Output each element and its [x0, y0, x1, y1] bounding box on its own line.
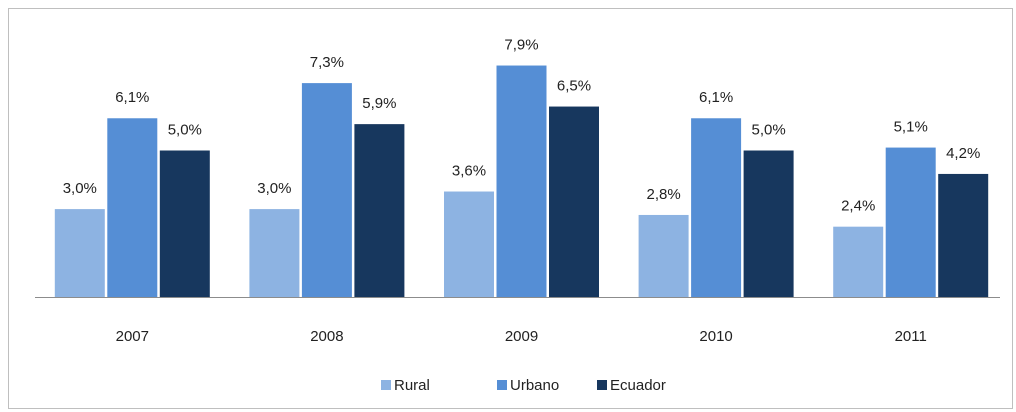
bar — [691, 118, 742, 298]
x-tick-label: 2010 — [699, 328, 732, 345]
bar — [444, 191, 494, 297]
x-tick-label: 2011 — [895, 328, 927, 345]
x-tick-label: 2008 — [310, 328, 343, 345]
bar — [354, 124, 405, 297]
value-label: 7,3% — [310, 54, 344, 71]
bar — [938, 173, 989, 297]
value-label: 5,0% — [168, 121, 202, 138]
value-label: 5,0% — [751, 121, 785, 138]
x-tick-label: 2007 — [116, 328, 149, 345]
value-label: 2,4% — [841, 198, 875, 215]
value-label: 2,8% — [646, 186, 680, 203]
value-label: 4,2% — [946, 145, 980, 162]
value-label: 3,0% — [257, 180, 291, 197]
legend-label: Urbano — [510, 377, 559, 394]
bar — [54, 209, 105, 297]
value-label: 5,9% — [362, 95, 396, 112]
legend-label: Rural — [394, 377, 430, 394]
bar — [833, 226, 884, 297]
value-label: 6,5% — [557, 78, 591, 95]
bar — [249, 209, 300, 297]
bar — [638, 214, 689, 297]
bar — [743, 150, 794, 297]
bar — [885, 147, 936, 297]
value-label: 6,1% — [699, 89, 733, 106]
value-label: 3,0% — [63, 180, 97, 197]
legend-label: Ecuador — [610, 377, 666, 394]
bar — [159, 150, 210, 297]
x-tick-label: 2009 — [505, 328, 538, 345]
value-label: 5,1% — [894, 119, 928, 136]
value-label: 3,6% — [452, 162, 486, 179]
bar — [107, 118, 158, 298]
value-label: 6,1% — [115, 89, 149, 106]
value-label: 7,9% — [504, 36, 538, 53]
bar — [301, 83, 352, 297]
bar — [549, 106, 599, 297]
bar — [496, 65, 547, 297]
legend-swatch — [381, 380, 391, 390]
legend-swatch — [497, 380, 507, 390]
legend-swatch — [597, 380, 607, 390]
